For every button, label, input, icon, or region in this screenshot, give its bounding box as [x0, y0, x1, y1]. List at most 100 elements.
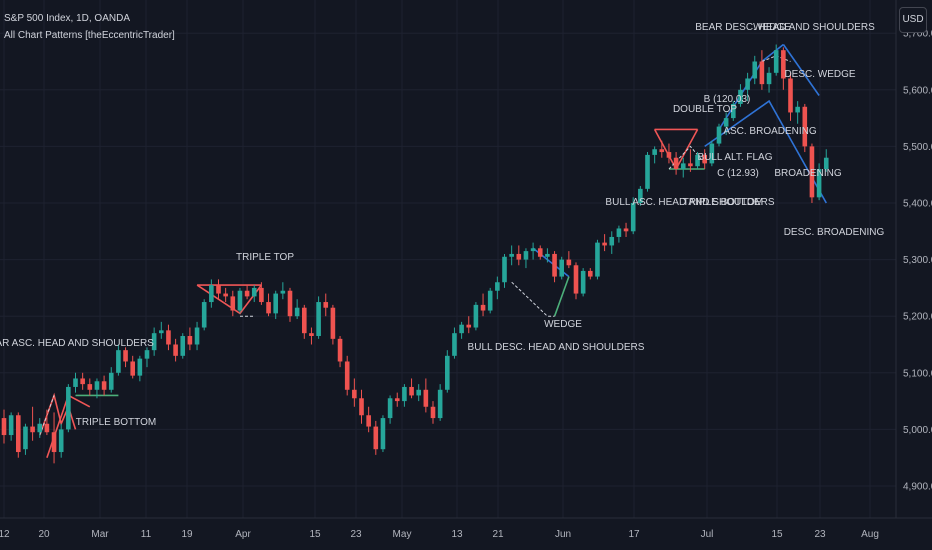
candle — [66, 384, 71, 433]
x-tick-label: 23 — [814, 529, 826, 540]
candle — [58, 423, 64, 458]
y-tick-label: 5,000.0 — [903, 425, 932, 436]
candle — [502, 253, 507, 288]
y-tick-label: 5,600.0 — [903, 85, 932, 96]
x-tick-label: 20 — [38, 529, 50, 540]
candle-body — [723, 118, 729, 127]
candle-body — [223, 293, 228, 297]
candle-body — [638, 188, 643, 203]
candle-body — [37, 423, 43, 433]
candle-body — [280, 290, 286, 294]
candle — [266, 293, 271, 317]
candle-body — [573, 265, 579, 294]
candle-body — [187, 336, 193, 345]
candle — [673, 152, 679, 175]
pattern-label: WEDGE — [544, 319, 582, 330]
candle-body — [402, 386, 407, 402]
candle-body — [116, 350, 121, 373]
candle — [287, 287, 293, 322]
candle — [37, 418, 43, 438]
candle-body — [716, 126, 722, 144]
candle — [588, 268, 593, 280]
pattern-label: BEAR DESC. HEAD AND SHOULDERS — [695, 22, 875, 33]
bull-hs-dash — [511, 281, 555, 317]
currency-button[interactable]: USD — [899, 7, 927, 33]
candle — [759, 50, 765, 90]
candle — [123, 347, 128, 368]
candle — [259, 282, 264, 305]
candle — [459, 321, 464, 339]
candle — [487, 287, 493, 314]
candle — [23, 423, 28, 455]
candle-body — [802, 106, 808, 147]
candle-body — [616, 228, 622, 237]
candle — [495, 276, 500, 300]
candle-body — [230, 296, 236, 311]
candle — [73, 372, 78, 393]
candle-body — [166, 330, 171, 345]
candle — [187, 327, 193, 351]
candle-body — [309, 333, 314, 337]
candle — [194, 321, 200, 351]
candle-body — [680, 163, 686, 170]
candle-body — [94, 381, 100, 390]
candle-body — [609, 236, 615, 246]
candle — [87, 378, 93, 396]
candle-body — [566, 259, 572, 266]
candle-body — [752, 61, 758, 79]
candle-body — [1, 418, 7, 436]
candle-body — [144, 350, 150, 359]
candle-body — [602, 242, 607, 246]
candle-body — [659, 149, 665, 153]
candle-body — [502, 256, 507, 283]
candle-body — [552, 253, 557, 277]
candle-body — [509, 253, 514, 257]
candle-body — [623, 228, 629, 232]
candle-body — [73, 378, 78, 387]
candle-body — [394, 398, 400, 402]
candle-body — [159, 330, 164, 334]
candle-body — [30, 426, 35, 433]
candle-body — [630, 203, 636, 232]
pattern-label: B (120.03) — [704, 94, 751, 105]
candle — [237, 287, 243, 314]
candle — [723, 112, 729, 136]
candle-body — [645, 154, 650, 189]
candle-body — [530, 248, 536, 252]
candle-body — [23, 426, 28, 450]
candle — [380, 415, 386, 453]
candle — [516, 245, 522, 266]
candle — [545, 248, 550, 263]
candle-body — [8, 415, 14, 436]
candle-body — [423, 389, 429, 407]
indicator-title[interactable]: All Chart Patterns [theEccentricTrader] — [4, 30, 175, 41]
candle-body — [816, 169, 822, 198]
candle-body — [87, 384, 93, 390]
candle-body — [380, 418, 386, 450]
candle — [394, 392, 400, 407]
candle — [573, 262, 579, 300]
pattern-label: BEAR ASC. HEAD AND SHOULDERS — [0, 338, 154, 349]
candle-body — [466, 324, 472, 328]
candle — [94, 378, 100, 399]
candle-body — [287, 290, 293, 317]
candle — [159, 321, 164, 339]
candle-body — [409, 386, 414, 396]
candle — [702, 149, 707, 170]
candle — [781, 47, 786, 90]
candle — [130, 355, 135, 379]
candle — [452, 327, 457, 359]
candle — [1, 409, 7, 444]
x-tick-label: 15 — [309, 529, 321, 540]
candle-body — [137, 358, 143, 376]
candle-body — [244, 290, 250, 297]
candle-body — [473, 304, 479, 328]
candle-body — [516, 253, 522, 260]
pattern-overlays — [39, 43, 827, 458]
symbol-title[interactable]: S&P 500 Index, 1D, OANDA — [4, 13, 130, 24]
candle-body — [809, 146, 815, 198]
candle — [616, 225, 622, 243]
